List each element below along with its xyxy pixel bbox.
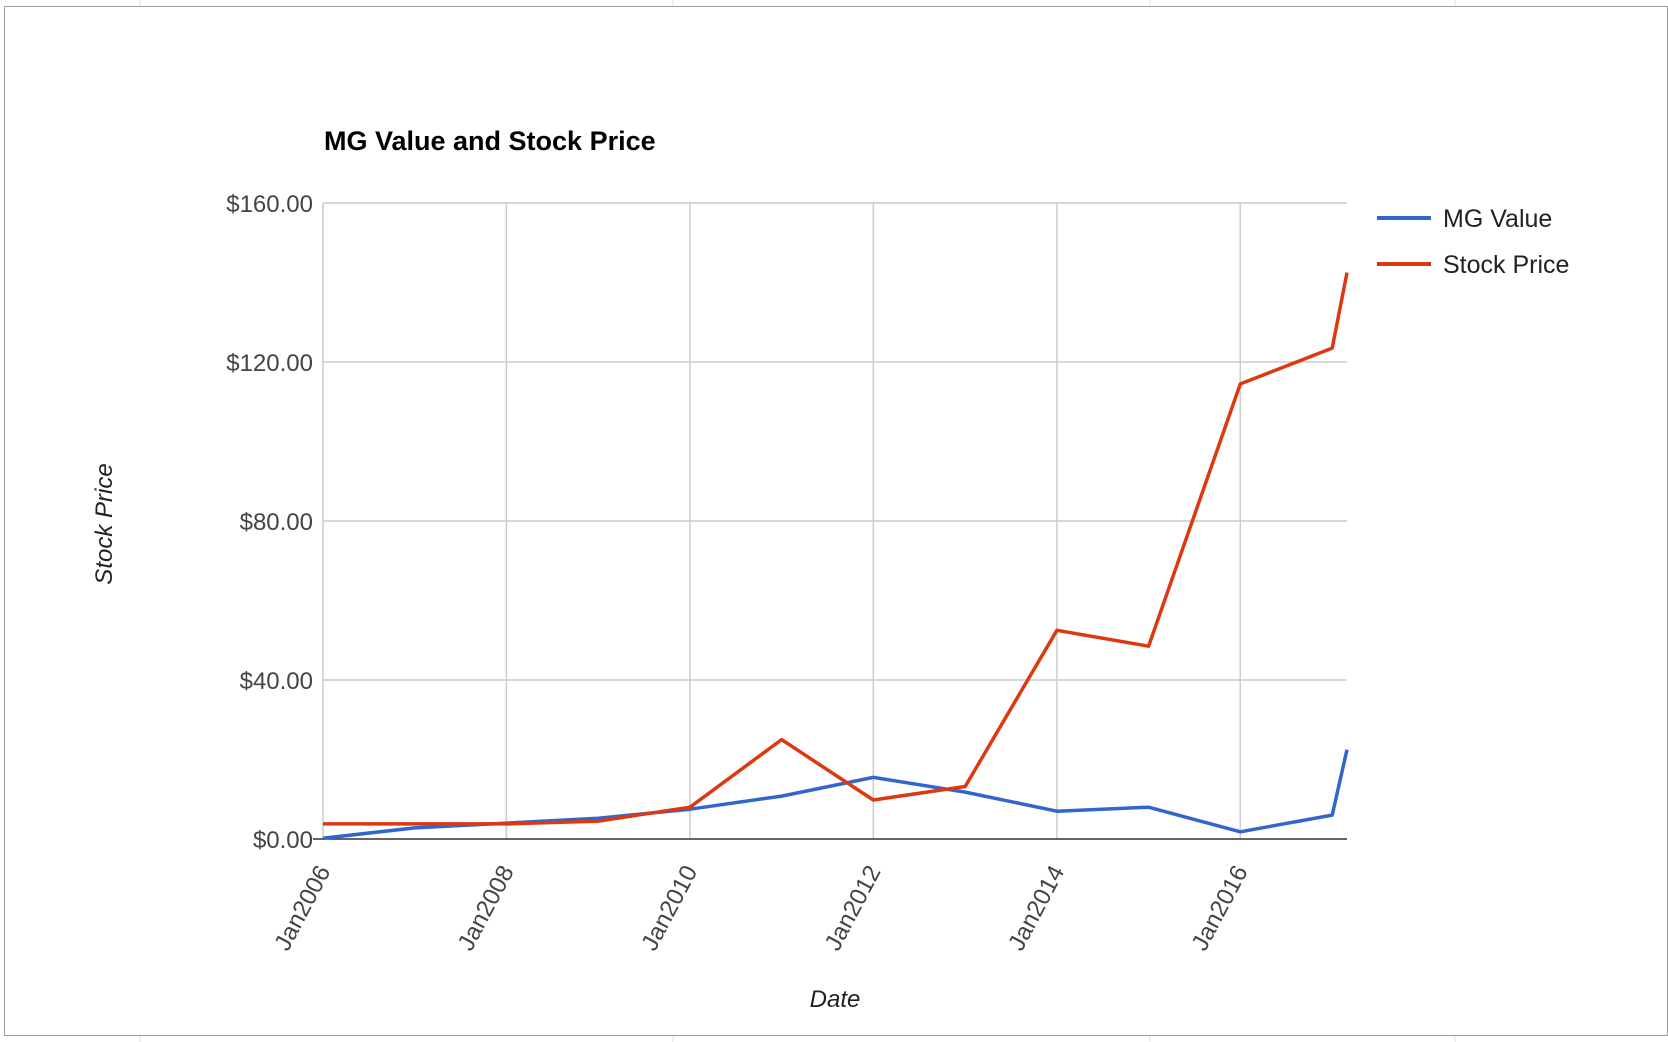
- series-lines: [322, 272, 1349, 840]
- x-axis-title: Date: [810, 986, 861, 1013]
- legend[interactable]: MG Value Stock Price: [1377, 205, 1569, 279]
- legend-label: MG Value: [1443, 205, 1552, 233]
- x-tick-label: Jan2012: [820, 861, 887, 955]
- line-chart: $0.00 $40.00 $80.00 $120.00 $160.00 Jan2006 Ja…: [91, 126, 1569, 1013]
- series-line-stock-price[interactable]: [323, 272, 1349, 826]
- x-tick-label: Jan2014: [1003, 861, 1070, 955]
- y-tick-label: $120.00: [226, 350, 313, 377]
- x-tick-label: Jan2010: [636, 861, 703, 955]
- y-tick-label: $40.00: [240, 668, 313, 695]
- y-tick-label: $80.00: [240, 509, 313, 536]
- chart-container[interactable]: $0.00 $40.00 $80.00 $120.00 $160.00 Jan2006 Ja…: [4, 6, 1668, 1036]
- legend-label: Stock Price: [1443, 251, 1569, 279]
- axes: $0.00 $40.00 $80.00 $120.00 $160.00 Jan2006 Ja…: [226, 191, 1347, 955]
- y-tick-label: $160.00: [226, 191, 313, 218]
- y-axis-title: Stock Price: [91, 463, 118, 584]
- chart-title: MG Value and Stock Price: [324, 126, 656, 156]
- gridlines: [322, 202, 1347, 839]
- y-tick-label: $0.00: [253, 827, 313, 854]
- x-tick-label: Jan2008: [453, 861, 520, 955]
- x-tick-label: Jan2016: [1186, 861, 1253, 955]
- x-tick-label: Jan2006: [269, 861, 336, 955]
